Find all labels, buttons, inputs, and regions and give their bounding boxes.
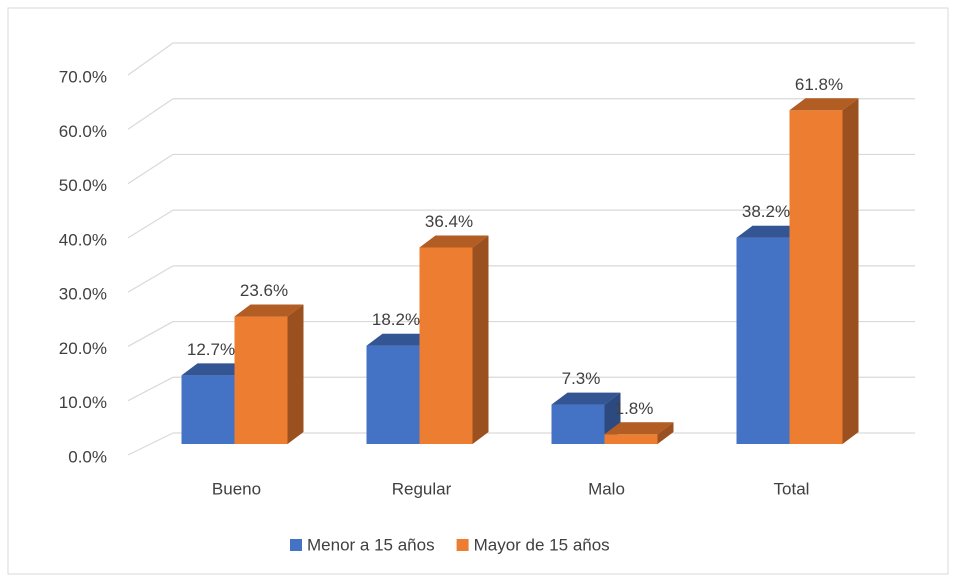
y-tick-label: 20.0%	[59, 339, 107, 358]
y-tick-label: 40.0%	[59, 230, 107, 249]
grid-line-depth	[127, 376, 174, 402]
grid-line-depth	[127, 321, 174, 347]
bar	[604, 434, 658, 444]
bar-top	[181, 363, 251, 376]
bar-top	[419, 235, 489, 248]
bar-side	[842, 98, 859, 444]
bar-side	[657, 422, 674, 444]
grid-line-depth	[127, 265, 174, 293]
bar-top-shade	[789, 98, 859, 111]
data-label: 36.4%	[425, 212, 473, 231]
bar	[366, 345, 420, 444]
bar-side	[287, 304, 304, 444]
bar-top-shade	[604, 422, 674, 435]
bar-side-shade	[842, 98, 859, 444]
bar-top-shade	[736, 225, 806, 238]
y-tick-label: 70.0%	[59, 67, 107, 86]
y-tick-label: 60.0%	[59, 122, 107, 141]
data-label: 61.8%	[795, 75, 843, 94]
data-label: 1.8%	[615, 399, 654, 418]
data-label: 18.2%	[372, 310, 420, 329]
bar-top-shade	[234, 304, 304, 317]
x-tick-label: Total	[774, 479, 810, 498]
bar-top	[366, 333, 436, 346]
bar	[736, 237, 790, 444]
bar-top-shade	[181, 363, 251, 376]
bar-top	[234, 304, 304, 317]
bar	[551, 404, 605, 444]
data-label: 12.7%	[187, 340, 235, 359]
x-tick-label: Regular	[392, 479, 452, 498]
bar-side	[472, 235, 489, 444]
data-label: 23.6%	[240, 281, 288, 300]
grid-line-depth	[127, 432, 174, 456]
bar-top-shade	[419, 235, 489, 248]
y-tick-label: 10.0%	[59, 393, 107, 412]
bar-top-shade	[366, 333, 436, 346]
grid-line-depth	[127, 98, 174, 130]
bar	[181, 375, 235, 444]
y-tick-label: 30.0%	[59, 285, 107, 304]
legend-label: Mayor de 15 años	[474, 535, 610, 554]
bar	[419, 247, 473, 444]
bar-side-shade	[472, 235, 489, 444]
x-tick-label: Bueno	[212, 479, 261, 498]
bar-top	[604, 422, 674, 435]
legend-swatch	[456, 539, 469, 551]
bar-top	[789, 98, 859, 111]
legend-swatch	[290, 539, 302, 551]
grid-line-depth	[127, 153, 174, 185]
bar-top	[736, 225, 806, 238]
bar-top	[551, 392, 621, 405]
bar-side-shade	[657, 422, 674, 444]
bar	[234, 316, 288, 444]
data-label: 7.3%	[562, 369, 601, 388]
y-tick-label: 50.0%	[59, 176, 107, 195]
bar-top-shade	[551, 392, 621, 405]
y-tick-label: 0.0%	[68, 447, 107, 466]
grid-line-depth	[127, 42, 174, 76]
legend-label: Menor a 15 años	[307, 535, 435, 554]
grid-line-depth	[127, 209, 174, 239]
data-label: 38.2%	[742, 202, 790, 221]
x-tick-label: Malo	[588, 479, 625, 498]
bar	[789, 110, 843, 444]
bar-side-shade	[287, 304, 304, 444]
